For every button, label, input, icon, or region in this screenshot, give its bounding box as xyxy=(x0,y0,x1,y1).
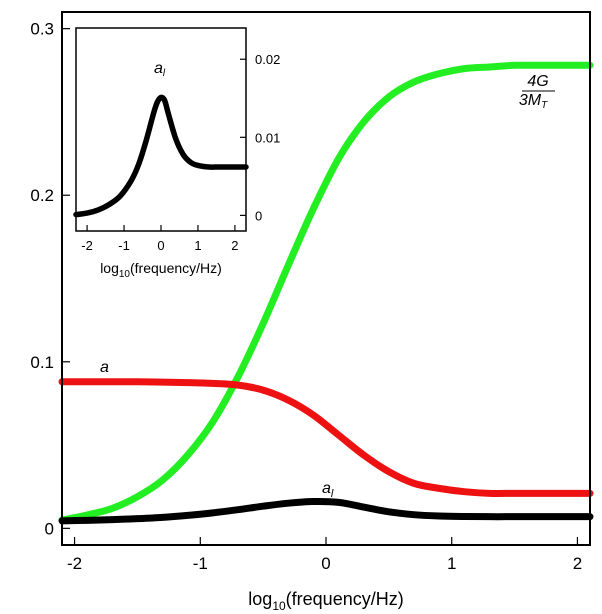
inset-x-tick-label: -1 xyxy=(118,238,130,253)
main-y-tick-label: 0 xyxy=(45,519,54,538)
main-x-ticks: -2 -1 0 1 2 xyxy=(67,537,582,573)
main-x-tick-label: 2 xyxy=(573,554,582,573)
inset-xlabel-rest: (frequency/Hz) xyxy=(130,260,222,276)
main-x-tick-label: -2 xyxy=(67,554,82,573)
inset-series-group xyxy=(73,94,249,218)
inset-y-ticks: 0 0.01 0.02 xyxy=(240,52,280,223)
inset-x-axis-label: log10(frequency/Hz) xyxy=(100,260,222,280)
inset-background xyxy=(76,28,246,231)
label-4g-3mt: 4G 3MT xyxy=(519,73,555,111)
inset-xlabel-log: log xyxy=(100,260,119,276)
main-y-tick-label: 0.1 xyxy=(30,353,54,372)
main-x-tick-label: 1 xyxy=(447,554,456,573)
label-a-l: al xyxy=(322,480,334,500)
main-x-axis-label: log10(frequency/Hz) xyxy=(248,589,403,613)
xlabel-log: log xyxy=(248,589,272,609)
inset-label-a-l: al xyxy=(154,60,166,79)
main-x-tick-label: 0 xyxy=(321,554,330,573)
main-y-tick-label: 0.2 xyxy=(30,186,54,205)
label-t-sub: T xyxy=(541,100,548,111)
label-3mt: 3MT xyxy=(519,92,548,111)
main-series-line-4g-3m-t xyxy=(58,61,594,524)
inset-x-ticks: -2 -1 0 1 2 xyxy=(81,225,239,253)
main-plot: -2 -1 0 1 2 00.10.20.3 a al 4G 3MT log10(fre… xyxy=(30,11,594,613)
main-y-ticks: 0 0.1 0.2 0.3 xyxy=(30,20,70,538)
label-a-l-base: a xyxy=(322,480,331,497)
xlabel-sub: 10 xyxy=(272,599,286,613)
inset-x-tick-label: 2 xyxy=(231,238,238,253)
inset-series-line-a-l xyxy=(73,94,249,218)
inset-y-tick-label: 0.01 xyxy=(255,130,280,145)
label-a-l-sub: l xyxy=(331,488,334,500)
xlabel-rest: (frequency/Hz) xyxy=(286,589,404,609)
main-x-tick-label: -1 xyxy=(193,554,208,573)
inset-label-a-l-sub: l xyxy=(163,68,166,79)
main-series-line-a xyxy=(58,378,594,497)
main-y-tick-label: 0.3 xyxy=(30,20,54,39)
inset-label-a-l-base: a xyxy=(154,60,163,77)
label-3m: 3M xyxy=(519,92,542,109)
inset-y-tick-label: 0 xyxy=(255,208,262,223)
inset-xlabel-sub: 10 xyxy=(119,269,131,280)
main-series-line-a-l xyxy=(58,497,594,525)
inset-x-tick-label: -2 xyxy=(81,238,93,253)
label-a: a xyxy=(100,359,109,376)
inset-x-tick-label: 0 xyxy=(157,238,164,253)
main-series-group xyxy=(58,61,594,525)
inset-x-tick-label: 1 xyxy=(194,238,201,253)
inset-y-tick-label: 0.02 xyxy=(255,52,280,67)
label-4g: 4G xyxy=(527,73,548,90)
inset-plot: -2 -1 0 1 2 0 0.01 0.02 al log10(frequency/Hz) xyxy=(73,27,280,280)
